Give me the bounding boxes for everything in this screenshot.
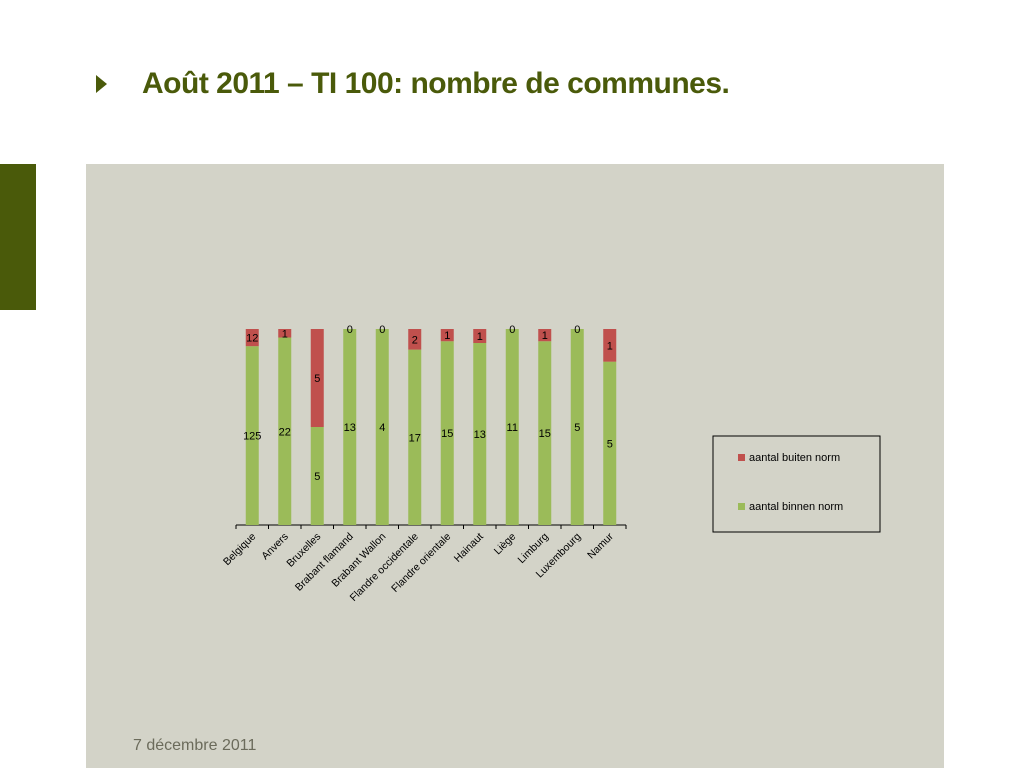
- slide-title: Août 2011 – TI 100: nombre de communes.: [142, 67, 730, 100]
- accent-bar: [0, 164, 36, 310]
- data-label-binnen: 125: [243, 431, 261, 443]
- bar-segment-binnen: [375, 329, 389, 525]
- footer-date: 7 décembre 2011: [133, 737, 257, 754]
- bar-segment-binnen: [505, 329, 519, 525]
- bar-segment-binnen: [570, 329, 584, 525]
- data-label-buiten: 1: [542, 330, 548, 342]
- bar-segment-buiten: [440, 329, 454, 342]
- legend-swatch: [738, 503, 745, 510]
- x-tick-label: Liège: [492, 531, 519, 558]
- slide-header: Août 2011 – TI 100: nombre de communes.: [96, 64, 730, 104]
- bar-segment-binnen: [440, 341, 454, 525]
- x-tick-label: Namur: [585, 530, 616, 561]
- x-tick-label: Belgique: [221, 531, 258, 568]
- triangle-right-icon: [96, 75, 107, 93]
- data-label-binnen: 13: [474, 429, 486, 441]
- bar-segment-buiten: [473, 329, 487, 343]
- bar-segment-binnen: [245, 346, 259, 525]
- bar-segment-buiten: [538, 329, 552, 342]
- data-label-buiten: 5: [314, 373, 320, 385]
- data-label-binnen: 11: [507, 422, 518, 434]
- bar-segment-buiten: [603, 329, 617, 362]
- x-tick-label: Brabant flamand: [293, 531, 356, 594]
- data-label-binnen: 15: [441, 428, 453, 440]
- bar-segment-binnen: [408, 349, 422, 525]
- data-label-buiten: 0: [347, 324, 353, 336]
- x-tick-label: Flandre orientale: [389, 531, 453, 595]
- data-label-binnen: 22: [279, 426, 291, 438]
- data-label-buiten: 0: [379, 324, 385, 336]
- bar-segment-binnen: [603, 361, 617, 525]
- legend-label: aantal binnen norm: [749, 501, 843, 513]
- data-label-binnen: 15: [539, 428, 551, 440]
- data-label-binnen: 5: [574, 422, 580, 434]
- bar-segment-buiten: [278, 329, 292, 338]
- data-label-buiten: 0: [509, 324, 515, 336]
- data-label-binnen: 5: [607, 438, 613, 450]
- bar-segment-binnen: [310, 427, 324, 525]
- bar-segment-buiten: [245, 329, 259, 347]
- chart-panel: 125 12 Belgique 22 1 Anvers 5 5 Bruxelles 13 0 Brab…: [86, 164, 944, 768]
- data-label-binnen: 4: [379, 422, 385, 434]
- legend-swatch: [738, 454, 745, 461]
- bar-segment-binnen: [343, 329, 357, 525]
- x-tick-label: Hainaut: [452, 531, 486, 565]
- bar-segment-binnen: [278, 337, 292, 525]
- legend-box: [712, 435, 881, 533]
- stacked-bar-chart: 12512Belgique221Anvers55Bruxelles130Brab…: [221, 324, 881, 604]
- data-label-buiten: 2: [412, 334, 418, 346]
- bar-segment-binnen: [473, 343, 487, 525]
- bar-segment-buiten: [310, 329, 324, 427]
- data-label-binnen: 13: [344, 422, 356, 434]
- x-tick-label: Anvers: [259, 531, 291, 563]
- legend-label: aantal buiten norm: [749, 452, 840, 464]
- bar-segment-binnen: [538, 341, 552, 525]
- data-label-binnen: 5: [314, 471, 320, 483]
- data-label-buiten: 12: [246, 333, 258, 345]
- data-label-binnen: 17: [409, 432, 421, 444]
- data-label-buiten: 1: [477, 331, 483, 343]
- bar-segment-buiten: [408, 329, 422, 350]
- data-label-buiten: 0: [574, 324, 580, 336]
- data-label-buiten: 1: [282, 328, 288, 340]
- data-label-buiten: 1: [607, 340, 613, 352]
- data-label-buiten: 1: [444, 330, 450, 342]
